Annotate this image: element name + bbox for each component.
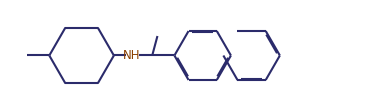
Text: NH: NH <box>123 49 141 62</box>
